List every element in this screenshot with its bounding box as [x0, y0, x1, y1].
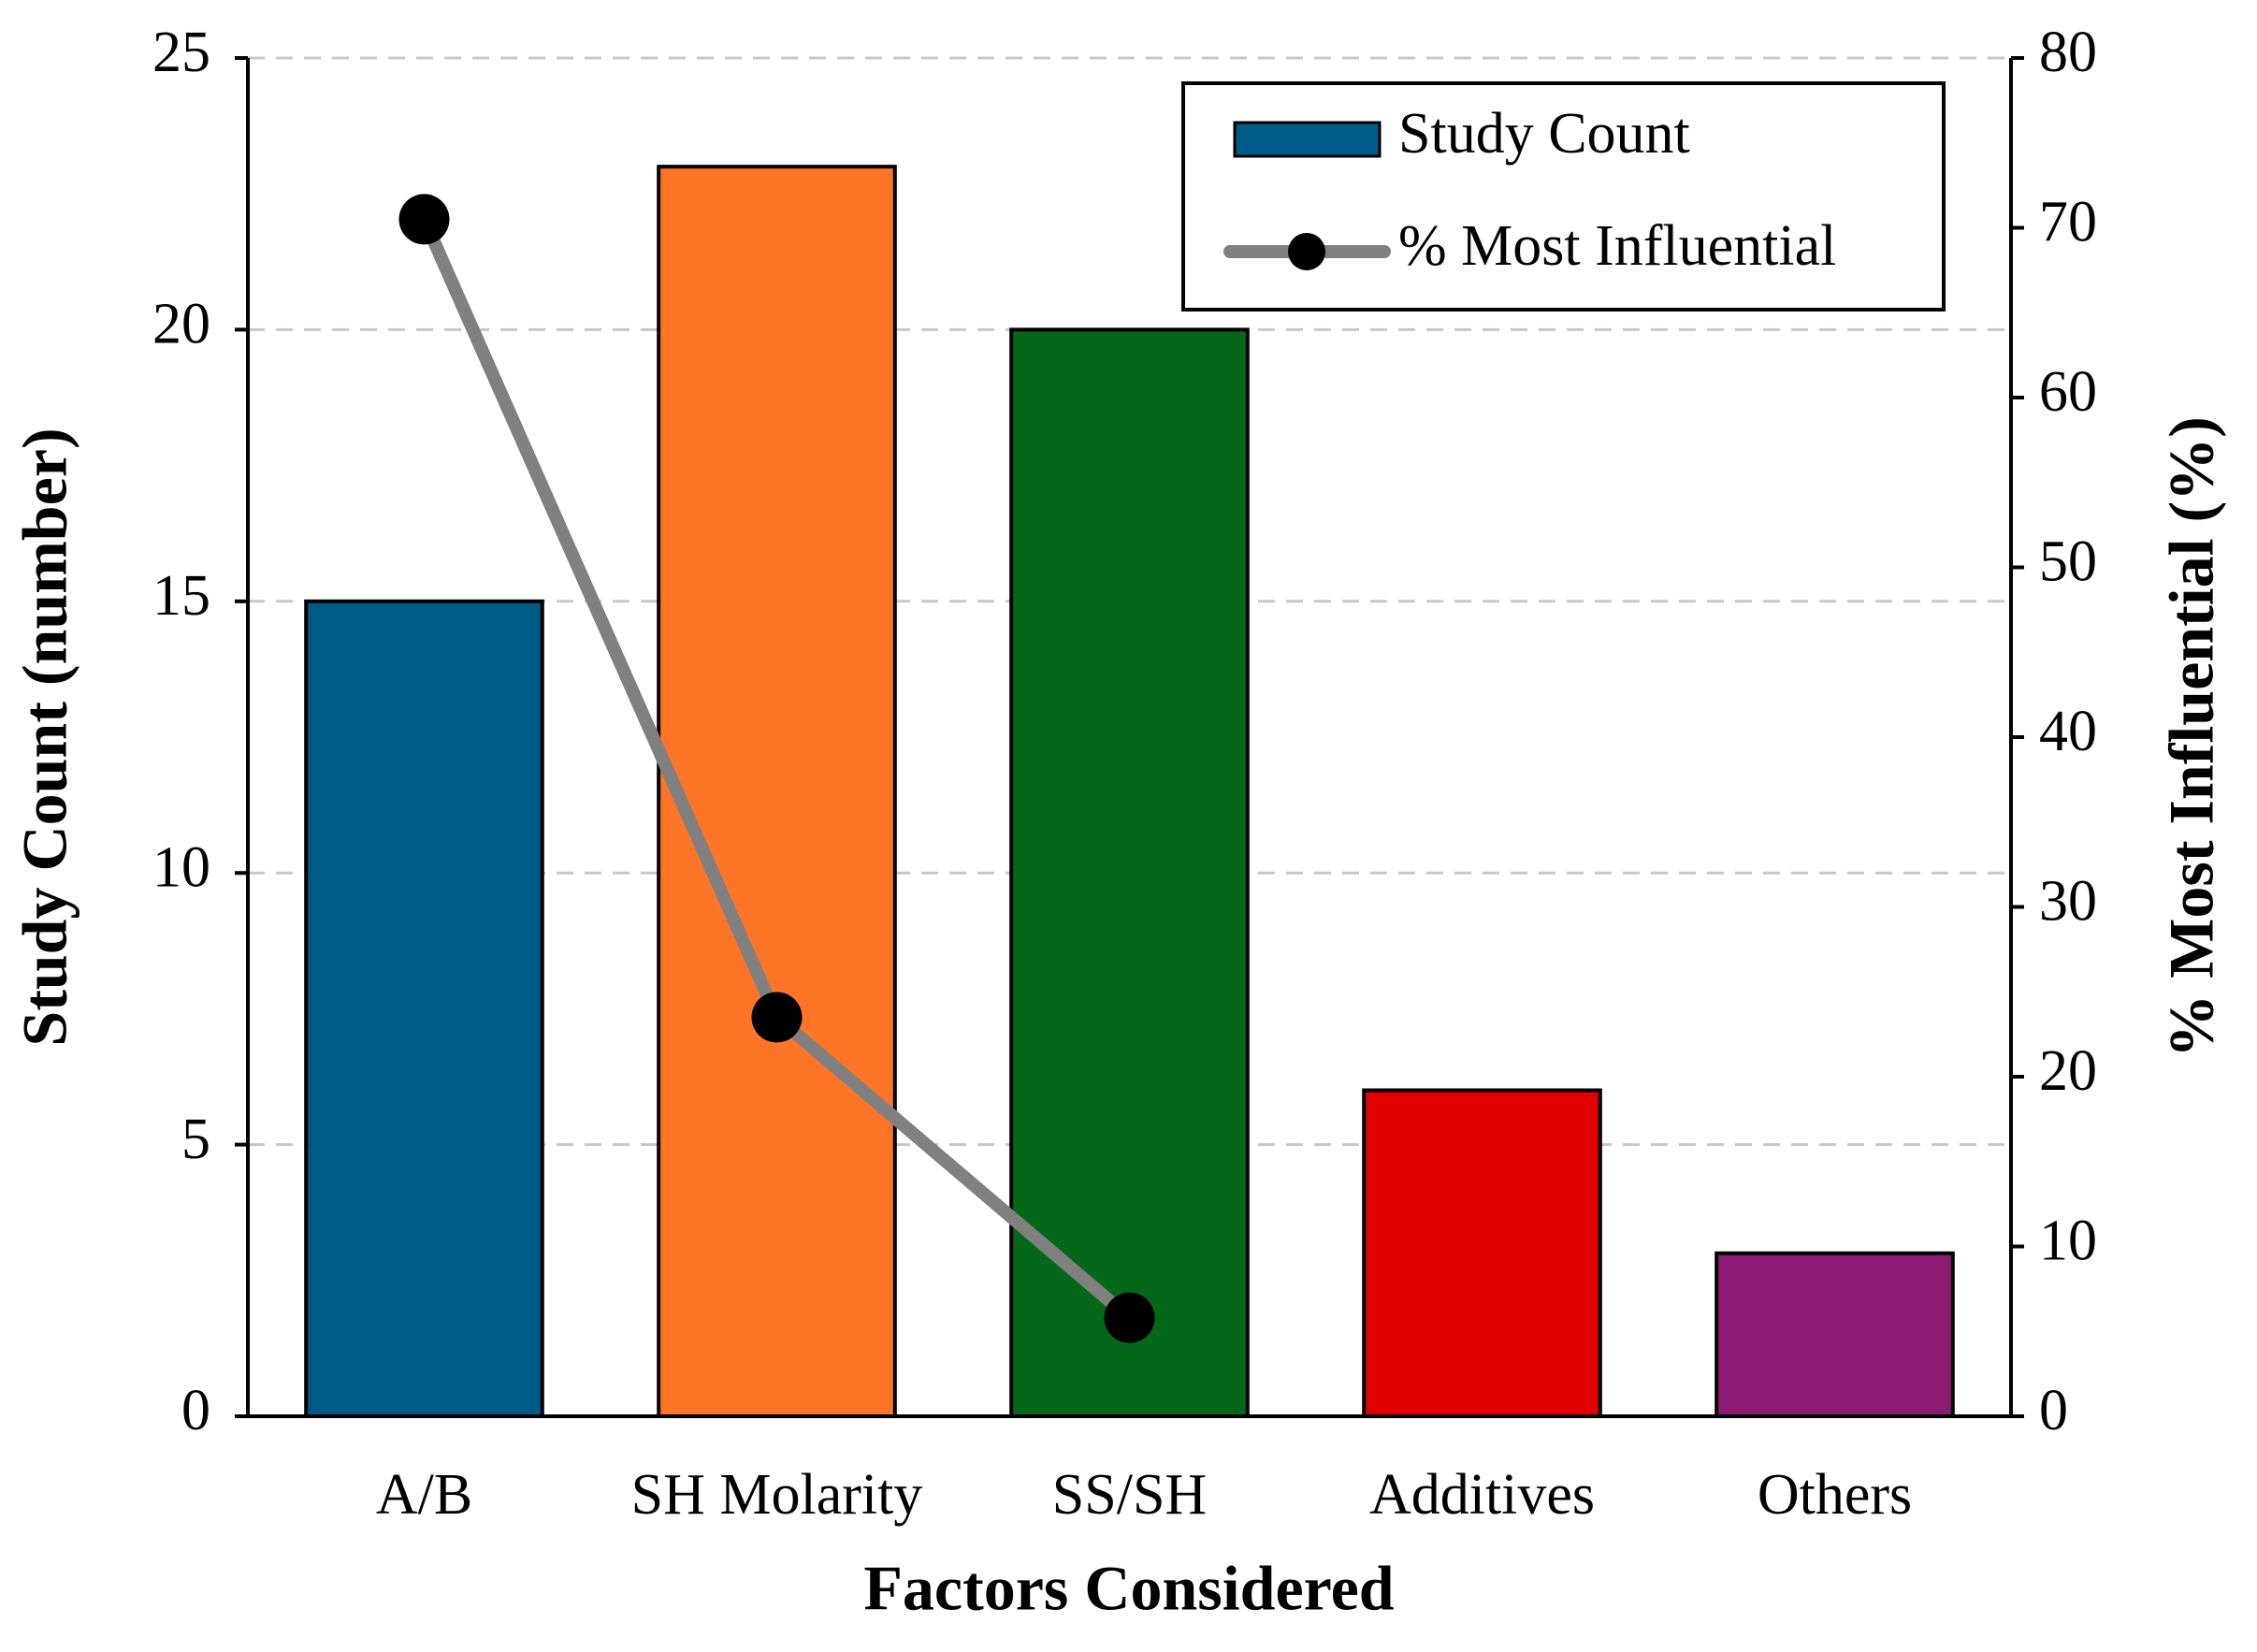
y2-tick-label: 30 — [2039, 870, 2097, 934]
legend-box — [1181, 81, 1946, 312]
x-tick-label: A/B — [376, 1463, 472, 1527]
x-tick-label: Others — [1758, 1463, 1912, 1527]
y-tick-label: 10 — [152, 835, 210, 899]
legend-swatch — [1233, 121, 1382, 158]
y-axis-title: Study Count (number) — [9, 427, 80, 1046]
y-tick-label: 0 — [181, 1379, 210, 1442]
y2-tick-label: 0 — [2039, 1379, 2068, 1442]
y2-tick-label: 50 — [2039, 530, 2097, 594]
y-tick-label: 5 — [181, 1108, 210, 1171]
y-tick-label: 20 — [152, 293, 210, 356]
x-tick-label: Additives — [1369, 1463, 1595, 1527]
y2-tick-label: 20 — [2039, 1039, 2097, 1103]
y2-tick-label: 10 — [2039, 1210, 2097, 1273]
legend-label: % Most Influential — [1398, 214, 1836, 278]
bar — [657, 165, 897, 1418]
bar — [1362, 1088, 1602, 1419]
y2-tick-label: 80 — [2039, 21, 2097, 84]
y2-tick-label: 40 — [2039, 700, 2097, 763]
x-tick-label: SH Molarity — [631, 1463, 923, 1527]
legend-marker — [1288, 233, 1325, 270]
x-axis-title: Factors Considered — [863, 1553, 1394, 1624]
bar — [304, 599, 544, 1418]
line-marker — [398, 194, 450, 245]
line-marker — [1104, 1292, 1155, 1343]
y2-tick-label: 60 — [2039, 360, 2097, 424]
x-tick-label: SS/SH — [1052, 1463, 1207, 1527]
y2-tick-label: 70 — [2039, 191, 2097, 254]
bar — [1714, 1251, 1955, 1419]
bar — [1009, 327, 1250, 1418]
line-marker — [751, 992, 803, 1043]
legend-label: Study Count — [1398, 102, 1690, 166]
y-tick-label: 15 — [152, 564, 210, 628]
y-tick-label: 25 — [152, 21, 210, 84]
y2-axis-title: % Most Influential (%) — [2156, 416, 2227, 1058]
